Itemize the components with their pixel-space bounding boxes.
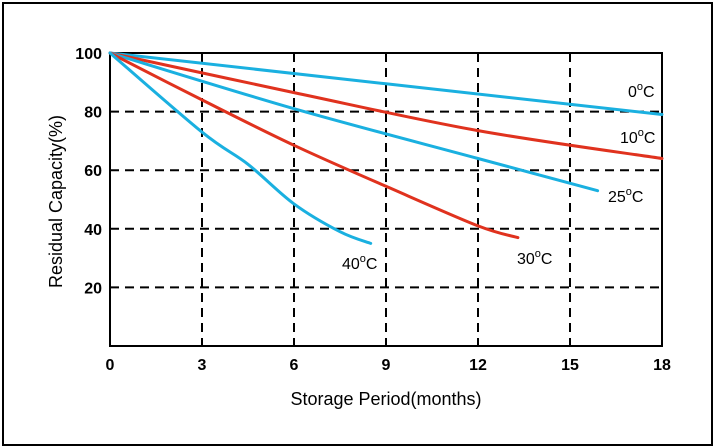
plot-area-border bbox=[109, 52, 663, 347]
y-axis-title: Residual Capacity(%) bbox=[46, 115, 66, 288]
y-tick-label: 60 bbox=[84, 163, 102, 180]
x-tick-label: 6 bbox=[290, 357, 299, 374]
x-tick-label: 12 bbox=[469, 357, 487, 374]
series-line-25c bbox=[108, 51, 600, 193]
series-label-0c: 0oC bbox=[628, 81, 655, 101]
x-tick-label: 3 bbox=[198, 357, 207, 374]
series-label-25c: 25oC bbox=[608, 186, 643, 206]
series-line-10c bbox=[108, 51, 664, 160]
y-tick-label: 80 bbox=[84, 105, 102, 122]
y-tick-label: 20 bbox=[84, 280, 102, 297]
series-line-40c bbox=[108, 51, 373, 245]
series-lines bbox=[108, 51, 664, 245]
series-line-0c bbox=[108, 51, 664, 116]
series-label-30c: 30oC bbox=[517, 248, 552, 268]
series-label-40c: 40oC bbox=[342, 253, 377, 273]
y-tick-label: 40 bbox=[84, 222, 102, 239]
y-tick-labels: 100 80 60 40 20 bbox=[75, 46, 102, 297]
y-tick-label: 100 bbox=[75, 46, 102, 63]
x-axis-title: Storage Period(months) bbox=[290, 389, 481, 409]
series-label-10c: 10oC bbox=[620, 127, 655, 147]
x-tick-label: 15 bbox=[561, 357, 579, 374]
x-tick-label: 9 bbox=[382, 357, 391, 374]
grid-lines bbox=[110, 53, 662, 346]
series-line-30c bbox=[108, 51, 520, 240]
x-tick-label: 18 bbox=[653, 357, 671, 374]
x-tick-label: 0 bbox=[106, 357, 115, 374]
series-labels: 0oC 10oC 25oC 30oC 40oC bbox=[342, 81, 655, 273]
x-tick-labels: 0 3 6 9 12 15 18 bbox=[106, 357, 671, 374]
